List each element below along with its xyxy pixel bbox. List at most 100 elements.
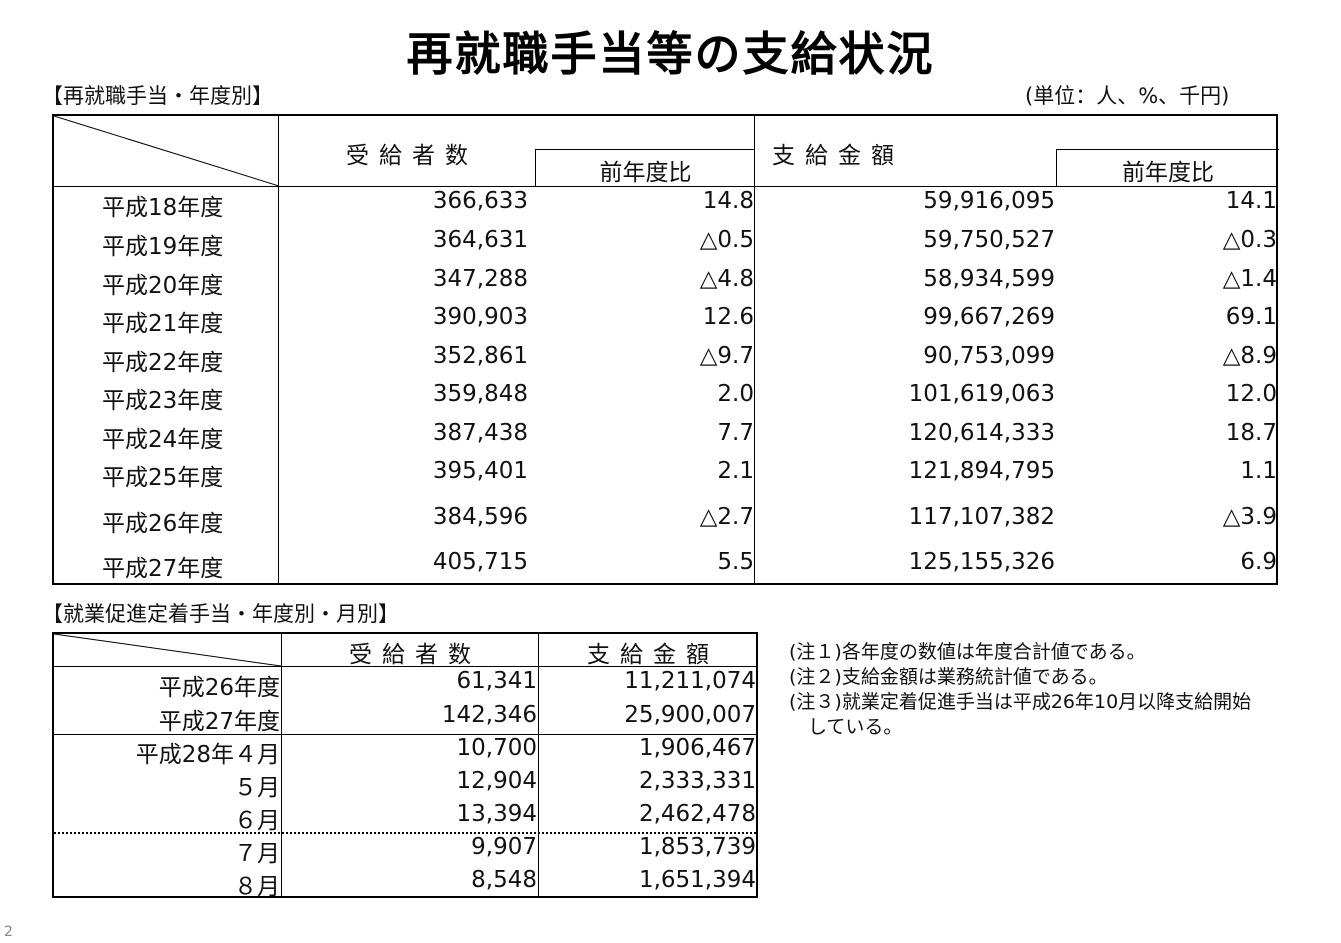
row-recipients: 387,438 xyxy=(432,420,528,446)
row-year: 平成26年度 xyxy=(102,511,224,537)
section1-label: 【再就職手当・年度別】 xyxy=(42,84,273,108)
row-recipients: 366,633 xyxy=(432,188,528,214)
note-1: (注１)各年度の数値は年度合計値である。 xyxy=(789,641,1146,663)
row-amount: 59,750,527 xyxy=(923,227,1055,253)
row-recipients: 61,341 xyxy=(456,668,537,694)
row-amount: 90,753,099 xyxy=(923,343,1055,369)
header-rule xyxy=(54,666,756,667)
header-recipients: 受給者数 xyxy=(349,642,481,668)
row-recipients-yoy: 2.0 xyxy=(717,381,754,407)
row-recipients: 359,848 xyxy=(432,381,528,407)
row-recipients-yoy: △9.7 xyxy=(699,343,754,369)
row-period: ５月 xyxy=(234,775,280,801)
row-recipients: 352,861 xyxy=(432,343,528,369)
row-amount: 1,853,739 xyxy=(638,834,756,860)
row-recipients-yoy: 5.5 xyxy=(717,549,754,575)
row-amount: 11,211,074 xyxy=(624,668,756,694)
row-amount-yoy: 14.1 xyxy=(1225,188,1277,214)
row-amount-yoy: △1.4 xyxy=(1222,266,1277,292)
row-recipients: 364,631 xyxy=(432,227,528,253)
row-amount: 59,916,095 xyxy=(923,188,1055,214)
row-recipients: 12,904 xyxy=(456,768,537,794)
row-recipients: 384,596 xyxy=(432,504,528,530)
row-amount-yoy: 18.7 xyxy=(1225,420,1277,446)
row-recipients: 395,401 xyxy=(432,458,528,484)
row-amount: 121,894,795 xyxy=(908,458,1055,484)
row-recipients-yoy: △2.7 xyxy=(699,504,754,530)
row-recipients-yoy: 7.7 xyxy=(717,420,754,446)
row-amount-yoy: 12.0 xyxy=(1225,381,1277,407)
row-amount: 2,333,331 xyxy=(638,768,756,794)
row-amount-yoy: △8.9 xyxy=(1222,343,1277,369)
col-divider xyxy=(281,634,282,896)
col-divider xyxy=(538,634,539,896)
unit-note: (単位：人、%、千円) xyxy=(1025,84,1230,108)
row-amount: 1,906,467 xyxy=(638,735,756,761)
row-amount: 120,614,333 xyxy=(908,420,1055,446)
row-recipients: 142,346 xyxy=(441,702,537,728)
row-recipients: 13,394 xyxy=(456,801,537,827)
row-recipients-yoy: 12.6 xyxy=(702,304,754,330)
row-recipients-yoy: △4.8 xyxy=(699,266,754,292)
row-amount-yoy: 69.1 xyxy=(1225,304,1277,330)
row-amount: 58,934,599 xyxy=(923,266,1055,292)
row-recipients: 405,715 xyxy=(432,549,528,575)
reemployment-allowance-table: 受給者数 前年度比 支給金額 前年度比 平成18年度 366,633 14.8 59,… xyxy=(52,114,1279,585)
row-amount-yoy: 6.9 xyxy=(1240,549,1277,575)
row-period: 平成28年４月 xyxy=(135,742,280,768)
row-recipients: 390,903 xyxy=(432,304,528,330)
note-3: (注３)就業定着促進手当は平成26年10月以降支給開始 xyxy=(789,691,1252,713)
subheader-box-1: 前年度比 xyxy=(535,149,755,187)
section2-label: 【就業促進定着手当・年度別・月別】 xyxy=(42,602,399,626)
page-number: 2 xyxy=(4,924,13,940)
section-rule xyxy=(54,734,756,735)
row-year: 平成21年度 xyxy=(102,311,224,337)
header-amount: 支給金額 xyxy=(587,642,719,668)
row-amount-yoy: 1.1 xyxy=(1240,458,1277,484)
row-year: 平成22年度 xyxy=(102,350,224,376)
note-3-cont: している。 xyxy=(789,716,903,738)
row-amount-yoy: △0.3 xyxy=(1222,227,1277,253)
col-divider xyxy=(754,116,755,583)
header-yoy-recipients: 前年度比 xyxy=(599,160,692,186)
row-year: 平成23年度 xyxy=(102,388,224,414)
row-period: 平成26年度 xyxy=(158,675,280,701)
row-recipients: 8,548 xyxy=(471,867,537,893)
row-amount: 1,651,394 xyxy=(638,867,756,893)
dotted-rule xyxy=(54,832,756,834)
row-period: ８月 xyxy=(234,874,280,900)
row-recipients-yoy: 2.1 xyxy=(717,458,754,484)
row-year: 平成20年度 xyxy=(102,273,224,299)
retention-allowance-table: 受給者数 支給金額 平成26年度 61,341 11,211,074 平成27年度 14… xyxy=(52,632,758,900)
row-recipients: 10,700 xyxy=(456,735,537,761)
header-amount: 支給金額 xyxy=(772,143,904,169)
row-amount: 125,155,326 xyxy=(908,549,1055,575)
col-divider xyxy=(278,116,279,583)
row-year: 平成18年度 xyxy=(102,195,224,221)
row-year: 平成24年度 xyxy=(102,427,224,453)
row-year: 平成27年度 xyxy=(102,556,224,582)
row-amount: 117,107,382 xyxy=(908,504,1055,530)
row-amount: 25,900,007 xyxy=(624,702,756,728)
row-recipients-yoy: 14.8 xyxy=(702,188,754,214)
row-amount: 99,667,269 xyxy=(923,304,1055,330)
row-recipients: 9,907 xyxy=(471,834,537,860)
row-amount: 2,462,478 xyxy=(638,801,756,827)
row-period: ６月 xyxy=(234,808,280,834)
row-period: 平成27年度 xyxy=(158,709,280,735)
row-year: 平成25年度 xyxy=(102,465,224,491)
header-diagonal xyxy=(54,116,279,186)
row-amount-yoy: △3.9 xyxy=(1222,504,1277,530)
notes: (注１)各年度の数値は年度合計値である。 (注２)支給金額は業務統計値である。 … xyxy=(789,640,1251,740)
note-2: (注２)支給金額は業務統計値である。 xyxy=(789,666,1108,688)
row-recipients: 347,288 xyxy=(432,266,528,292)
table1-header: 受給者数 前年度比 支給金額 前年度比 xyxy=(54,116,1279,187)
row-year: 平成19年度 xyxy=(102,234,224,260)
header-diagonal xyxy=(54,634,281,666)
page-title: 再就職手当等の支給状況 xyxy=(406,27,935,81)
header-yoy-amount: 前年度比 xyxy=(1122,160,1214,186)
subheader-box-2: 前年度比 xyxy=(1056,149,1279,187)
row-recipients-yoy: △0.5 xyxy=(699,227,754,253)
row-period: ７月 xyxy=(234,841,280,867)
row-amount: 101,619,063 xyxy=(908,381,1055,407)
